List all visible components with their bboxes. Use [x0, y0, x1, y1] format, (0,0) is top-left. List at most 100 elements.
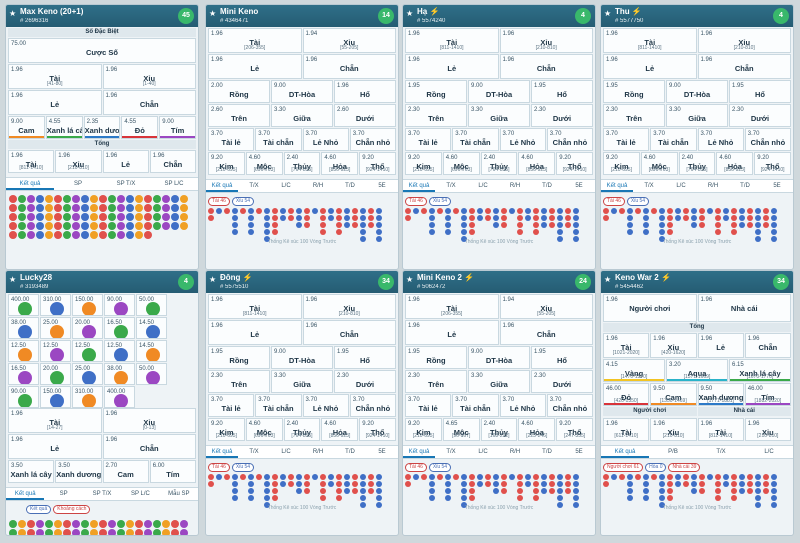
bet-cell-0-0[interactable]: 1.96 Tài [41-80] [8, 64, 102, 89]
tab-0[interactable]: Kết quả [6, 178, 54, 190]
btn-distance[interactable]: Khoảng cách [53, 505, 91, 514]
bet-cell-0-1[interactable]: 1.96 Xỉu [0-13] [102, 408, 196, 433]
bet-cell-2-2[interactable]: 1.95 Hổ [531, 80, 593, 103]
bet-cell-4-3[interactable]: 3.70 Chẵn nhỏ [349, 128, 396, 151]
bet-cell-1-0[interactable]: 1.96 Lẻ [8, 90, 102, 115]
bet-cell-2-0[interactable]: 1.95 Rồng [405, 346, 467, 369]
bet-cell-5-2[interactable]: 2.40 Thủy [764-855] [283, 418, 321, 441]
bet-cell-0-0[interactable]: 1.96 Tài [811-1410] [603, 28, 697, 53]
bet-cell-0-1[interactable]: 1.96 Xỉu [210-810] [302, 294, 396, 319]
bet-cell-4-2[interactable]: 3.70 Lẻ Nhỏ [499, 394, 546, 417]
bet-cell-0-1[interactable]: 1.96 Xỉu [210-810] [499, 28, 593, 53]
bet-cell-2-2[interactable]: 1.95 Hổ [531, 346, 593, 369]
bet-cell-3-1[interactable]: 3.30 Giữa [468, 370, 530, 393]
tab-0[interactable]: Kết quả [403, 446, 435, 458]
bet-cell-2-3[interactable]: 6.00 Tím [149, 460, 196, 483]
tab-1[interactable]: T/X [446, 183, 456, 189]
number-bet-11[interactable]: 12.50 [40, 340, 71, 362]
bet-cell-2-0[interactable]: 2.00 Rồng [208, 80, 270, 103]
bet-cell-5-1[interactable]: 4.60 Mộc [696-763] [640, 152, 678, 175]
bet-cell-1-1[interactable]: 1.96 Chẵn [302, 54, 396, 79]
number-bet-14[interactable]: 14.50 [136, 340, 167, 362]
bet-cell-c2-1[interactable]: 9.50 Cam [1350-1469] [650, 383, 697, 406]
bet-cell-color-4[interactable]: 9.00 Tím [159, 116, 196, 139]
star-icon[interactable]: ★ [604, 275, 612, 284]
number-bet-19[interactable]: 50.00 [136, 363, 167, 385]
tab-0[interactable]: Kết quả [6, 488, 45, 500]
number-bet-3[interactable]: 90.00 [104, 294, 135, 316]
number-bet-12[interactable]: 12.50 [72, 340, 103, 362]
number-bet-8[interactable]: 16.50 [104, 317, 135, 339]
number-bet-1[interactable]: 310.00 [40, 294, 71, 316]
bet-cell-3-2[interactable]: 2.60 Dưới [334, 104, 396, 127]
bet-cell-tong-1[interactable]: 1.96 Xỉu [420-1620] [650, 333, 697, 358]
tab-3[interactable]: R/H [312, 449, 324, 455]
bet-cell-4-1[interactable]: 3.70 Tài chẵn [452, 128, 499, 151]
tab-2[interactable]: SP T/X [92, 491, 112, 497]
tab-4[interactable]: T/D [345, 449, 355, 455]
bet-cell-2-0[interactable]: 1.95 Rồng [208, 346, 270, 369]
bet-cell-3-0[interactable]: 2.60 Trên [208, 104, 270, 127]
bet-cell-5-4[interactable]: 9.20 Thổ [247-355] [556, 418, 593, 441]
bet-cell-3-2[interactable]: 2.30 Dưới [729, 104, 791, 127]
tab-1[interactable]: SP [59, 491, 68, 497]
bet-cell-tong-3[interactable]: 1.96 Chẵn [744, 333, 791, 358]
bet-cell-cuoc-so[interactable]: 75.00 Cược Số [8, 38, 196, 63]
bet-cell-c1-2[interactable]: 6.15 Xanh lá cây [1670-1770] [729, 359, 791, 382]
tab-0[interactable]: Kết quả [206, 446, 238, 458]
bet-cell-pair-1[interactable]: 1.96 Xỉu [210-810] [650, 418, 697, 441]
bet-cell-tong-0[interactable]: 1.96 Tài [811-1410] [8, 150, 55, 173]
bet-cell-4-2[interactable]: 3.70 Lẻ Nhỏ [499, 128, 546, 151]
bet-cell-5-4[interactable]: 9.20 Thổ [924-1410] [359, 418, 396, 441]
bet-cell-1-1[interactable]: 1.96 Chẵn [697, 54, 791, 79]
tab-3[interactable]: L/C [764, 449, 774, 455]
bet-cell-4-1[interactable]: 3.70 Tài chẵn [255, 394, 302, 417]
tab-1[interactable]: T/X [249, 449, 259, 455]
bet-cell-3-0[interactable]: 2.30 Trên [405, 370, 467, 393]
bet-cell-3-0[interactable]: 2.30 Trên [603, 104, 665, 127]
bet-cell-5-3[interactable]: 4.60 Hỏa [856-923] [716, 152, 754, 175]
tab-3[interactable]: R/H [707, 183, 719, 189]
bet-cell-2-0[interactable]: 1.95 Rồng [603, 80, 665, 103]
bet-cell-5-3[interactable]: 4.60 Hỏa [856-923] [518, 152, 556, 175]
tab-2[interactable]: T/X [716, 449, 726, 455]
star-icon[interactable]: ★ [9, 275, 17, 284]
number-bet-5[interactable]: 38.00 [8, 317, 39, 339]
number-bet-17[interactable]: 25.00 [72, 363, 103, 385]
bet-cell-2-2[interactable]: 1.95 Hổ [334, 346, 396, 369]
bet-cell-0-1[interactable]: 1.96 Xỉu [1-40] [102, 64, 196, 89]
tab-2[interactable]: L/C [478, 183, 488, 189]
bet-cell-2-0[interactable]: 3.50 Xanh lá cây [8, 460, 55, 483]
bet-cell-tong-2[interactable]: 1.96 Lẻ [697, 333, 744, 358]
tab-4[interactable]: T/D [542, 449, 552, 455]
bet-cell-4-1[interactable]: 3.70 Tài chẵn [452, 394, 499, 417]
tab-2[interactable]: L/C [281, 183, 291, 189]
bet-cell-4-2[interactable]: 3.70 Lẻ Nhỏ [302, 394, 349, 417]
tab-5[interactable]: 5E [575, 183, 583, 189]
tab-4[interactable]: Mẫu SP [168, 491, 190, 497]
bet-cell-5-4[interactable]: 9.20 Thổ [924-1410] [556, 152, 593, 175]
tab-1[interactable]: T/X [249, 183, 259, 189]
bet-cell-color-0[interactable]: 9.00 Cam [8, 116, 45, 139]
bet-cell-0-0[interactable]: 1.96 Tài [811-1410] [405, 28, 499, 53]
number-bet-18[interactable]: 38.00 [104, 363, 135, 385]
bet-cell-1-1[interactable]: 1.96 Chẵn [102, 90, 196, 115]
bet-cell-2-1[interactable]: 9.00 DT-Hòa [271, 346, 333, 369]
bet-cell-c1-0[interactable]: 4.15 Vàng [1470-1570] [603, 359, 665, 382]
tab-3[interactable]: R/H [509, 449, 521, 455]
number-bet-22[interactable]: 310.00 [72, 386, 103, 408]
bet-cell-4-0[interactable]: 3.70 Tài lẻ [603, 128, 650, 151]
bet-cell-1-1[interactable]: 1.96 Chẵn [102, 434, 196, 459]
btn-results[interactable]: Kết quả [26, 505, 52, 514]
bet-cell-5-0[interactable]: 9.20 Kim [210-695] [405, 418, 442, 441]
bet-cell-tong-1[interactable]: 1.96 Xỉu [210-810] [55, 150, 102, 173]
bet-cell-4-0[interactable]: 3.70 Tài lẻ [208, 128, 255, 151]
bet-cell-3-1[interactable]: 3.30 Giữa [271, 370, 333, 393]
number-bet-15[interactable]: 16.50 [8, 363, 39, 385]
bet-cell-3-1[interactable]: 3.30 Giữa [271, 104, 333, 127]
bet-cell-2-1[interactable]: 9.00 DT-Hòa [666, 80, 728, 103]
tab-5[interactable]: 5E [575, 449, 583, 455]
number-bet-20[interactable]: 90.00 [8, 386, 39, 408]
bet-cell-5-2[interactable]: 2.40 Thủy [764-855] [283, 152, 321, 175]
